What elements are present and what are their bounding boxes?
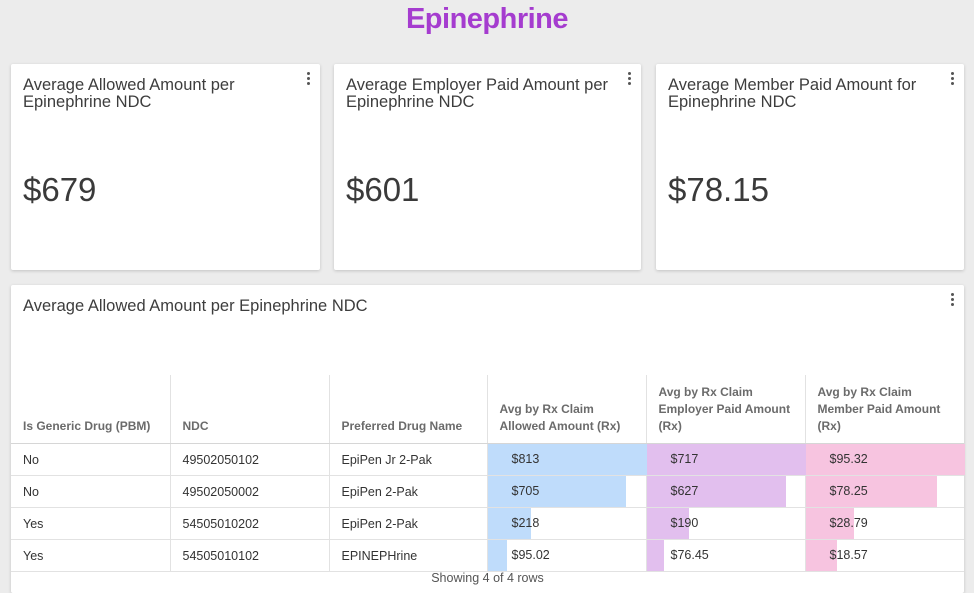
- cell-allowed-bar: [487, 540, 507, 571]
- cell-ndc: 49502050002: [170, 475, 330, 508]
- cell-allowed-value: $218: [511, 516, 540, 530]
- cell-employer: $190: [646, 507, 806, 540]
- column-header-drug-name[interactable]: Preferred Drug Name: [329, 375, 488, 444]
- cell-member-value: $95.32: [829, 452, 868, 466]
- column-header-generic[interactable]: Is Generic Drug (PBM): [11, 375, 171, 444]
- cell-allowed-bar: [487, 444, 647, 475]
- more-options-icon[interactable]: [305, 72, 311, 88]
- cell-generic: No: [11, 475, 171, 508]
- kpi-title: Average Employer Paid Amount per Epineph…: [346, 76, 609, 111]
- cell-employer-value: $190: [670, 516, 699, 530]
- cell-employer-bar: [646, 508, 689, 539]
- table-card-title: Average Allowed Amount per Epinephrine N…: [23, 297, 368, 315]
- cell-employer-bar: [646, 444, 806, 475]
- table-header-row: Is Generic Drug (PBM) NDC Preferred Drug…: [11, 375, 964, 444]
- cell-allowed-value: $705: [511, 484, 540, 498]
- kpi-card-allowed: Average Allowed Amount per Epinephrine N…: [11, 64, 320, 270]
- more-options-icon[interactable]: [949, 72, 955, 88]
- cell-drug-name: EPINEPHrine: [329, 539, 488, 572]
- kpi-value: $78.15: [668, 171, 769, 208]
- row-count-text: Showing 4 of 4 rows: [431, 571, 544, 585]
- cell-allowed-bar: [487, 508, 531, 539]
- cell-employer-bar: [646, 540, 664, 571]
- cell-member-bar: [805, 444, 965, 475]
- cell-generic: Yes: [11, 507, 171, 540]
- cell-member: $95.32: [805, 443, 965, 476]
- cell-drug-name: EpiPen 2-Pak: [329, 507, 488, 540]
- table-row[interactable]: Yes 54505010102 EPINEPHrine $95.02 $76.45 $18…: [11, 539, 964, 572]
- kpi-title: Average Allowed Amount per Epinephrine N…: [23, 76, 235, 111]
- cell-generic: No: [11, 443, 171, 476]
- cell-employer: $627: [646, 475, 806, 508]
- page-title: Epinephrine: [405, 3, 569, 35]
- cell-ndc: 54505010102: [170, 539, 330, 572]
- cell-employer-bar: [646, 476, 786, 507]
- cell-allowed-value: $95.02: [511, 548, 550, 562]
- cell-allowed: $95.02: [487, 539, 647, 572]
- cell-member: $28.79: [805, 507, 964, 540]
- cell-member: $18.57: [805, 539, 964, 572]
- cell-member-value: $78.25: [829, 484, 868, 498]
- cell-allowed-value: $813: [511, 452, 540, 466]
- cell-member-bar: [805, 540, 837, 571]
- cell-member-value: $18.57: [829, 548, 868, 562]
- cell-allowed: $705: [487, 475, 647, 508]
- kpi-title: Average Member Paid Amount for Epinephri…: [668, 76, 917, 111]
- column-header-ndc[interactable]: NDC: [170, 375, 330, 444]
- cell-employer-value: $627: [670, 484, 699, 498]
- kpi-card-employer: Average Employer Paid Amount per Epineph…: [334, 64, 641, 270]
- cell-employer-value: $717: [670, 452, 699, 466]
- cell-employer: $717: [646, 443, 806, 476]
- cell-member-value: $28.79: [829, 516, 868, 530]
- cell-member-bar: [805, 476, 937, 507]
- kpi-value: $679: [23, 171, 97, 208]
- cell-ndc: 54505010202: [170, 507, 330, 540]
- table-row[interactable]: No 49502050102 EpiPen Jr 2-Pak $813 $717 $95.…: [11, 443, 965, 476]
- cell-allowed: $218: [487, 507, 647, 540]
- cell-allowed-bar: [487, 476, 626, 507]
- cell-ndc: 49502050102: [170, 443, 330, 476]
- more-options-icon[interactable]: [626, 72, 632, 88]
- kpi-card-member: Average Member Paid Amount for Epinephri…: [656, 64, 964, 270]
- cell-generic: Yes: [11, 539, 171, 572]
- table-row[interactable]: No 49502050002 EpiPen 2-Pak $705 $627 $78.25: [11, 475, 964, 508]
- cell-employer-value: $76.45: [670, 548, 709, 562]
- table-card: Average Allowed Amount per Epinephrine N…: [11, 285, 965, 593]
- kpi-value: $601: [346, 171, 420, 208]
- column-header-member[interactable]: Avg by Rx Claim Member Paid Amount (Rx): [805, 375, 964, 444]
- cell-employer: $76.45: [646, 539, 806, 572]
- cell-member: $78.25: [805, 475, 964, 508]
- cell-drug-name: EpiPen Jr 2-Pak: [329, 443, 488, 476]
- cell-drug-name: EpiPen 2-Pak: [329, 475, 488, 508]
- table-row[interactable]: Yes 54505010202 EpiPen 2-Pak $218 $190 $28.79: [11, 507, 964, 540]
- column-header-allowed[interactable]: Avg by Rx Claim Allowed Amount (Rx): [487, 375, 647, 444]
- cell-allowed: $813: [487, 443, 647, 476]
- cell-member-bar: [805, 508, 854, 539]
- more-options-icon[interactable]: [949, 293, 955, 309]
- data-table: Is Generic Drug (PBM) NDC Preferred Drug…: [11, 375, 965, 572]
- column-header-employer[interactable]: Avg by Rx Claim Employer Paid Amount (Rx…: [646, 375, 806, 444]
